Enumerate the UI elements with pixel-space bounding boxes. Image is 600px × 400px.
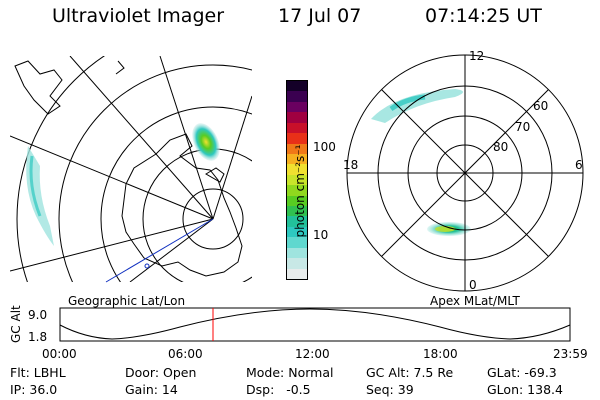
mlt-line — [381, 89, 549, 257]
colorbar-swatch — [287, 258, 307, 269]
lat-circle — [182, 188, 244, 250]
altitude-timeline: GC Alt 9.0 1.8 — [9, 305, 571, 344]
colorbar-swatch — [287, 153, 307, 165]
subsatellite-point — [144, 263, 150, 269]
lon-line — [212, 95, 252, 220]
dsp-status: Dsp: -0.5 — [246, 382, 311, 397]
coastline — [14, 60, 63, 115]
colorbar-swatch — [287, 247, 307, 259]
magnetic-polar-plot: 12 18 6 0 60 70 80 — [343, 49, 584, 292]
timeline-axis-label: GC Alt — [9, 305, 23, 343]
mlat-label-80: 80 — [493, 140, 508, 154]
colorbar-swatch — [287, 237, 307, 248]
door-status: Door: Open — [125, 365, 197, 380]
lon-line — [69, 56, 214, 220]
x-tick-0600: 06:00 — [168, 347, 203, 361]
y-tick-9: 9.0 — [28, 308, 47, 322]
colorbar — [286, 80, 308, 280]
geographic-map — [10, 56, 252, 283]
lon-line — [10, 135, 214, 220]
orbit-track — [105, 218, 214, 283]
coastline — [115, 60, 125, 75]
instrument-title: Ultraviolet Imager — [52, 5, 225, 27]
colorbar-swatch — [287, 174, 307, 186]
coastline — [205, 167, 225, 183]
colorbar-unit-label: photon cm⁻²s⁻¹ — [293, 144, 307, 238]
filter-status: Flt: LBHL — [10, 365, 66, 380]
x-tick-0000: 00:00 — [42, 347, 77, 361]
colorbar-tick-10: 10 — [313, 228, 329, 242]
colorbar-swatch — [287, 185, 307, 196]
mlat-label-70: 70 — [515, 120, 530, 134]
time-label: 07:14:25 UT — [425, 5, 542, 27]
glon-status: GLon: 138.4 — [487, 382, 563, 397]
colorbar-swatch — [287, 91, 307, 102]
colorbar-swatch — [287, 216, 307, 227]
colorbar-swatch — [287, 101, 307, 113]
altitude-curve — [59, 308, 571, 340]
timeline-frame — [59, 307, 571, 342]
lat-circle — [58, 64, 252, 282]
colorbar-swatch — [287, 226, 307, 238]
y-tick-1.8: 1.8 — [28, 330, 47, 344]
seq-status: Seq: 39 — [366, 382, 414, 397]
colorbar-swatch — [287, 195, 307, 207]
coastline — [121, 133, 243, 277]
lon-line — [129, 218, 214, 282]
colorbar-swatch — [287, 143, 307, 154]
date-label: 17 Jul 07 — [278, 5, 362, 27]
aurora-emission — [371, 89, 471, 236]
mlt-label-18: 18 — [343, 158, 358, 172]
glat-status: GLat: -69.3 — [487, 365, 557, 380]
geographic-panel-label: Geographic Lat/Lon — [68, 294, 186, 308]
mlat-label-60: 60 — [533, 99, 548, 113]
ip-status: IP: 36.0 — [10, 382, 58, 397]
aurora-emission — [26, 123, 220, 246]
x-tick-1200: 12:00 — [295, 347, 330, 361]
colorbar-swatch — [287, 164, 307, 175]
mode-status: Mode: Normal — [246, 365, 334, 380]
colorbar-swatch — [287, 80, 307, 92]
colorbar-swatch — [287, 268, 307, 279]
gain-status: Gain: 14 — [125, 382, 178, 397]
colorbar-swatch — [287, 122, 307, 134]
colorbar-tick-100: 100 — [313, 140, 336, 154]
mlt-label-6: 6 — [575, 158, 583, 172]
x-tick-1800: 18:00 — [423, 347, 458, 361]
lon-line — [159, 56, 214, 220]
colorbar-swatch — [287, 112, 307, 123]
magnetic-panel-label: Apex MLat/MLT — [430, 294, 520, 308]
lon-line — [10, 218, 214, 272]
lat-circle — [100, 106, 252, 282]
colorbar-swatch — [287, 133, 307, 144]
colorbar-swatch — [287, 206, 307, 217]
lat-circle — [16, 56, 106, 282]
mlt-label-0: 0 — [469, 278, 477, 292]
x-tick-2359: 23:59 — [553, 347, 588, 361]
mlt-label-12: 12 — [469, 49, 484, 63]
gc-alt-status: GC Alt: 7.5 Re — [366, 365, 454, 380]
